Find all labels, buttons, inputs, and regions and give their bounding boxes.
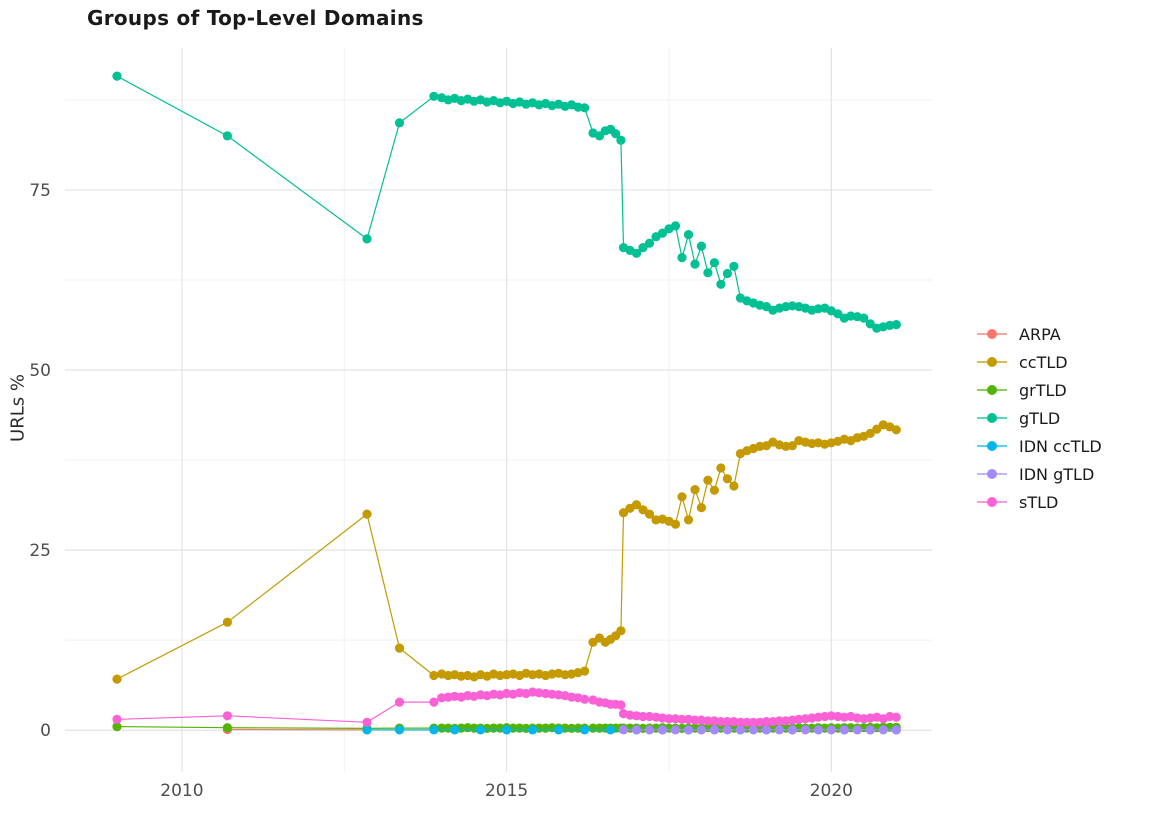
legend-label: sTLD bbox=[1019, 492, 1059, 512]
major-gridlines bbox=[65, 48, 932, 772]
legend-item-idn-cctld: IDN ccTLD bbox=[977, 432, 1102, 460]
legend-item-cctld: ccTLD bbox=[977, 348, 1102, 376]
y-tick-label: 0 bbox=[40, 721, 51, 741]
legend-label: ccTLD bbox=[1019, 352, 1068, 372]
series-idn-gtld bbox=[618, 725, 901, 735]
legend-item-stld: sTLD bbox=[977, 488, 1102, 516]
series-gtld bbox=[112, 71, 901, 333]
y-tick-label: 25 bbox=[29, 541, 51, 561]
x-tick-label: 2015 bbox=[485, 781, 528, 801]
legend-item-arpa: ARPA bbox=[977, 320, 1102, 348]
legend-label: ARPA bbox=[1019, 324, 1061, 344]
series-arpa bbox=[222, 724, 372, 735]
legend-key-icon bbox=[977, 439, 1007, 453]
legend-key-icon bbox=[977, 383, 1007, 397]
series-stld bbox=[112, 687, 901, 727]
legend-key-icon bbox=[977, 411, 1007, 425]
x-tick-label: 2020 bbox=[810, 781, 853, 801]
chart-title: Groups of Top-Level Domains bbox=[87, 6, 424, 30]
legend-item-grtld: grTLD bbox=[977, 376, 1102, 404]
legend-label: IDN ccTLD bbox=[1019, 436, 1102, 456]
legend-key-icon bbox=[977, 327, 1007, 341]
series-cctld bbox=[112, 420, 901, 684]
legend-key-icon bbox=[977, 467, 1007, 481]
axis-tick-labels: 0 25 50 75 2010 2015 2020 bbox=[29, 181, 853, 801]
legend-item-gtld: gTLD bbox=[977, 404, 1102, 432]
legend-key-icon bbox=[977, 495, 1007, 509]
legend-label: gTLD bbox=[1019, 408, 1061, 428]
legend-item-idn-gtld: IDN gTLD bbox=[977, 460, 1102, 488]
legend-label: grTLD bbox=[1019, 380, 1067, 400]
y-tick-label: 75 bbox=[29, 181, 51, 201]
legend-key-icon bbox=[977, 355, 1007, 369]
y-tick-label: 50 bbox=[29, 361, 51, 381]
minor-gridlines bbox=[65, 48, 932, 772]
legend-label: IDN gTLD bbox=[1019, 464, 1095, 484]
legend: ARPA ccTLD grTLD gTLD IDN ccTLD IDN gTLD sTLD bbox=[977, 320, 1102, 516]
x-tick-label: 2010 bbox=[160, 781, 203, 801]
